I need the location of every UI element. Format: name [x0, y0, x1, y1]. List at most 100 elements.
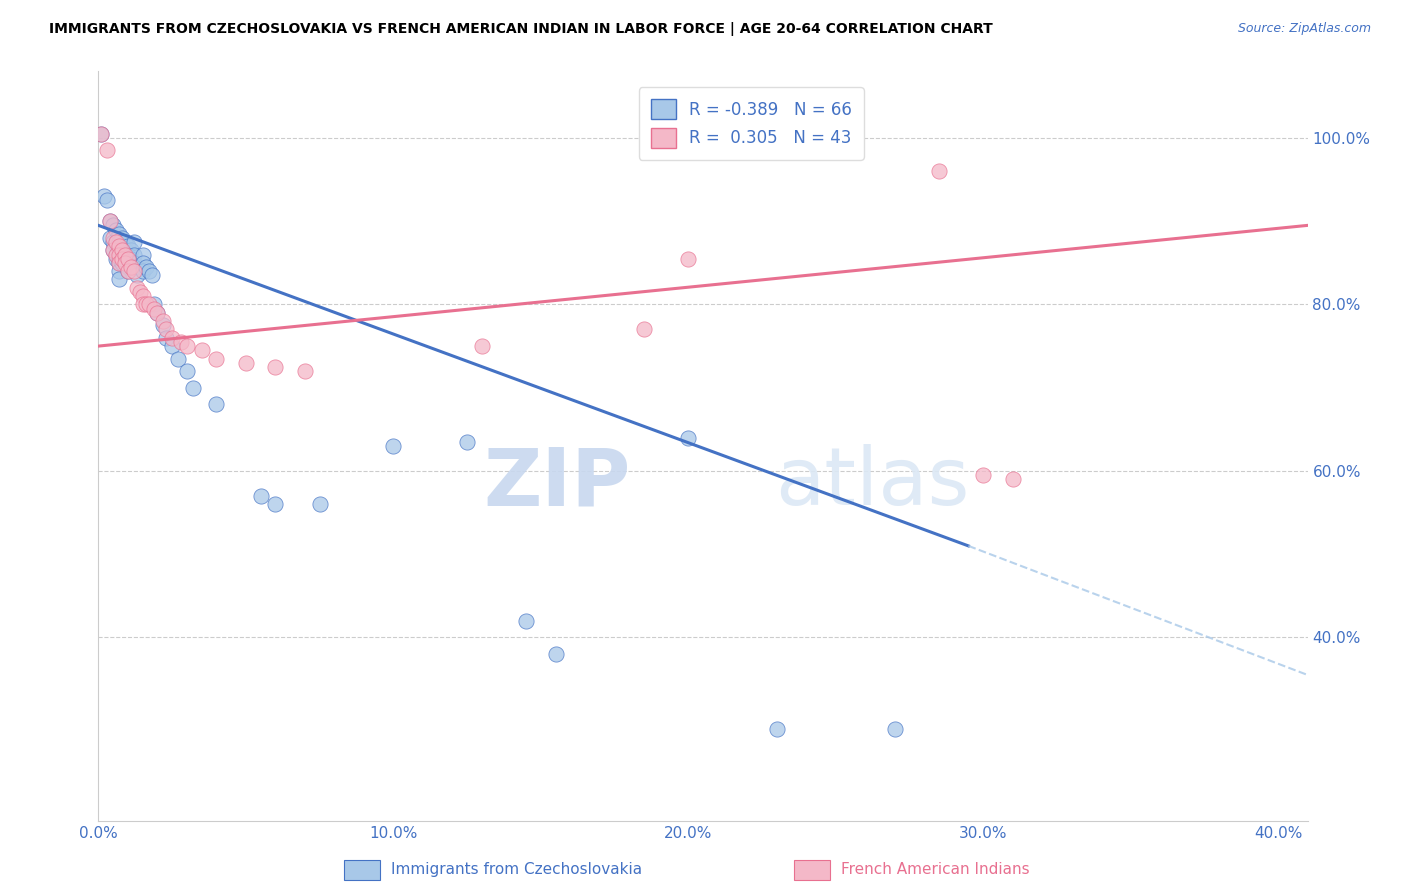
- Point: [122, 260, 145, 274]
- Point: [105, 235, 128, 249]
- Point: [155, 322, 177, 336]
- Point: [114, 244, 136, 258]
- Point: [125, 268, 148, 283]
- Point: [633, 322, 655, 336]
- Text: Immigrants from Czechoslovakia: Immigrants from Czechoslovakia: [391, 863, 643, 877]
- Point: [146, 306, 169, 320]
- Point: [155, 331, 177, 345]
- Point: [117, 252, 139, 266]
- Point: [111, 244, 134, 258]
- Point: [108, 235, 131, 249]
- Point: [765, 722, 787, 736]
- Point: [117, 239, 139, 253]
- Point: [131, 297, 153, 311]
- Point: [90, 127, 112, 141]
- Point: [131, 289, 153, 303]
- Text: French American Indians: French American Indians: [841, 863, 1029, 877]
- Point: [122, 256, 145, 270]
- Point: [93, 189, 115, 203]
- Point: [235, 356, 257, 370]
- Point: [146, 306, 169, 320]
- Point: [114, 256, 136, 270]
- Point: [972, 468, 994, 483]
- Point: [382, 439, 405, 453]
- Legend: R = -0.389   N = 66, R =  0.305   N = 43: R = -0.389 N = 66, R = 0.305 N = 43: [640, 87, 863, 160]
- Point: [108, 227, 131, 241]
- Text: atlas: atlas: [776, 444, 970, 523]
- Point: [308, 497, 330, 511]
- Point: [678, 431, 700, 445]
- Text: IMMIGRANTS FROM CZECHOSLOVAKIA VS FRENCH AMERICAN INDIAN IN LABOR FORCE | AGE 20: IMMIGRANTS FROM CZECHOSLOVAKIA VS FRENCH…: [49, 22, 993, 37]
- Point: [120, 260, 142, 274]
- Point: [114, 235, 136, 249]
- Point: [101, 235, 124, 249]
- Point: [128, 285, 150, 299]
- Point: [928, 164, 950, 178]
- Point: [544, 647, 567, 661]
- Point: [471, 339, 494, 353]
- Text: Source: ZipAtlas.com: Source: ZipAtlas.com: [1237, 22, 1371, 36]
- Point: [143, 297, 166, 311]
- Point: [117, 247, 139, 261]
- Point: [101, 244, 124, 258]
- Point: [98, 214, 121, 228]
- Point: [111, 231, 134, 245]
- Point: [101, 231, 124, 245]
- Point: [111, 239, 134, 253]
- Text: ZIP: ZIP: [484, 444, 630, 523]
- Point: [122, 235, 145, 249]
- Point: [456, 434, 478, 449]
- Point: [105, 222, 128, 236]
- Point: [122, 264, 145, 278]
- Point: [249, 489, 271, 503]
- Point: [122, 247, 145, 261]
- Point: [117, 264, 139, 278]
- Point: [678, 252, 700, 266]
- Point: [108, 264, 131, 278]
- Point: [101, 244, 124, 258]
- Bar: [794, 860, 830, 880]
- Point: [120, 252, 142, 266]
- Point: [98, 214, 121, 228]
- Point: [114, 247, 136, 261]
- Point: [111, 252, 134, 266]
- Point: [105, 235, 128, 249]
- Point: [205, 397, 228, 411]
- Point: [108, 256, 131, 270]
- Point: [515, 614, 537, 628]
- Point: [125, 281, 148, 295]
- Point: [170, 334, 193, 349]
- Point: [138, 297, 160, 311]
- Point: [114, 252, 136, 266]
- Point: [108, 252, 131, 266]
- Point: [131, 247, 153, 261]
- Point: [143, 301, 166, 316]
- Point: [135, 260, 157, 274]
- Point: [117, 256, 139, 270]
- Point: [176, 364, 198, 378]
- Point: [264, 497, 287, 511]
- Point: [105, 247, 128, 261]
- Point: [190, 343, 212, 358]
- Point: [167, 351, 190, 366]
- Point: [105, 247, 128, 261]
- Point: [108, 256, 131, 270]
- Point: [135, 297, 157, 311]
- Point: [108, 247, 131, 261]
- Point: [160, 331, 183, 345]
- Point: [883, 722, 905, 736]
- Point: [117, 264, 139, 278]
- Point: [98, 231, 121, 245]
- Point: [96, 144, 118, 158]
- Point: [264, 359, 287, 374]
- Point: [105, 252, 128, 266]
- Bar: [344, 860, 380, 880]
- Point: [108, 272, 131, 286]
- Point: [111, 247, 134, 261]
- Point: [96, 194, 118, 208]
- Point: [125, 260, 148, 274]
- Point: [111, 256, 134, 270]
- Point: [108, 244, 131, 258]
- Point: [108, 239, 131, 253]
- Point: [181, 381, 204, 395]
